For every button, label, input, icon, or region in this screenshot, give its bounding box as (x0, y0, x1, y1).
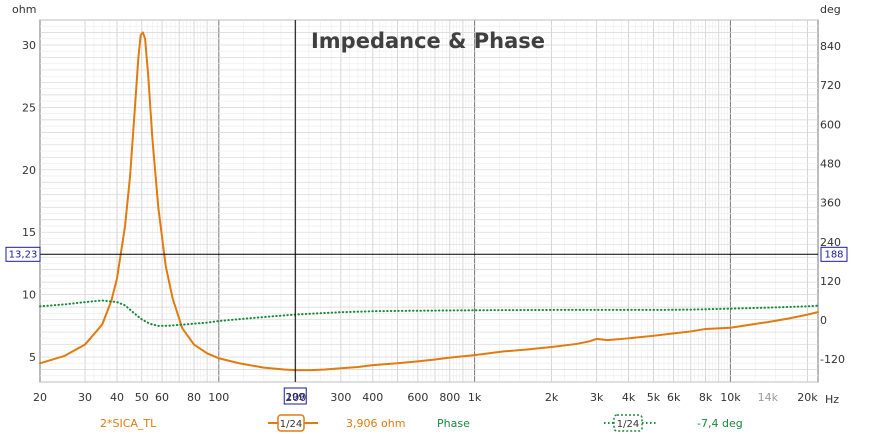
bottom-tick-label: 4k (622, 391, 636, 404)
bottom-tick-label: 300 (330, 391, 351, 404)
right-tick-label: 720 (820, 79, 841, 92)
right-axis-ticks: -120 0 120 240 360 480 600 720 840 (820, 40, 845, 366)
cursor-x-value-label: 199 (286, 392, 305, 403)
bottom-tick-label: 600 (407, 391, 428, 404)
bottom-tick-label: 3k (590, 391, 604, 404)
legend-series-1-label: 2*SICA_TL (100, 417, 157, 430)
cursor-right-value-label: 188 (824, 249, 843, 260)
right-tick-label: 0 (820, 314, 827, 327)
left-tick-label: 10 (22, 289, 36, 302)
bottom-tick-label: 100 (208, 391, 229, 404)
cursor-right-value-box[interactable] (820, 246, 848, 262)
series-line-1 (39, 31, 819, 372)
bottom-tick-label: 1k (468, 391, 482, 404)
cursor-x-value-box[interactable] (283, 387, 307, 405)
legend-series-1-smoothing: 1/24 (280, 419, 302, 430)
right-tick-label: 240 (820, 236, 841, 249)
right-tick-label: 120 (820, 275, 841, 288)
right-tick-label: 480 (820, 157, 841, 170)
left-tick-label: 25 (22, 101, 36, 114)
bottom-tick-label: 6k (667, 391, 681, 404)
right-tick-label: -120 (820, 353, 845, 366)
right-axis-unit: deg (820, 3, 841, 16)
left-tick-label: 5 (29, 351, 36, 364)
bottom-tick-label: 2k (545, 391, 559, 404)
legend-series-2-readout: -7,4 deg (697, 417, 743, 430)
bottom-tick-label: 10k (720, 391, 741, 404)
legend: 2*SICA_TL 1/24 3,906 ohm Phase 1/24 -7,4… (100, 414, 743, 432)
bottom-tick-label: 20k (797, 391, 818, 404)
left-tick-label: 20 (22, 164, 36, 177)
bottom-tick-label: 8k (699, 391, 713, 404)
right-tick-label: 840 (820, 40, 841, 53)
bottom-axis-ticks: 20 30 40 50 60 80 100 200 300 400 600 800 1k 2k 3k 4k 5k… (33, 391, 818, 404)
x-axis-unit: Hz (825, 393, 839, 406)
bottom-tick-label: 5k (647, 391, 661, 404)
bottom-tick-label: 800 (439, 391, 460, 404)
series-layer (39, 31, 819, 372)
right-tick-label: 360 (820, 197, 841, 210)
grid-lines (40, 19, 818, 383)
left-axis-unit: ohm (12, 3, 36, 16)
bottom-tick-label: 200 (285, 391, 306, 404)
cursor-left-value-label: 13,23 (9, 249, 38, 260)
cursor-crosshair[interactable]: 13,23 188 199 (5, 20, 848, 405)
bottom-tick-label: 400 (362, 391, 383, 404)
right-tick-label: 600 (820, 118, 841, 131)
chart-title: Impedance & Phase (311, 29, 545, 53)
legend-series-1-readout: 3,906 ohm (346, 417, 405, 430)
bottom-tick-label: 30 (78, 391, 92, 404)
bottom-tick-label: 40 (110, 391, 124, 404)
bottom-tick-label: 50 (135, 391, 149, 404)
legend-series-2-smoothing: 1/24 (617, 419, 639, 430)
legend-series-2-label: Phase (437, 417, 470, 430)
left-tick-label: 30 (22, 39, 36, 52)
series-line-2 (39, 299, 819, 327)
bottom-tick-label: 60 (155, 391, 169, 404)
bottom-tick-label: 14k (758, 391, 779, 404)
left-tick-label: 15 (22, 226, 36, 239)
left-axis-ticks: 5 10 15 20 25 30 (22, 39, 36, 364)
cursor-left-value-box[interactable] (5, 246, 41, 262)
bottom-tick-label: 20 (33, 391, 47, 404)
bottom-tick-label: 80 (187, 391, 201, 404)
legend-series-2-smoothing-box[interactable] (613, 414, 643, 432)
